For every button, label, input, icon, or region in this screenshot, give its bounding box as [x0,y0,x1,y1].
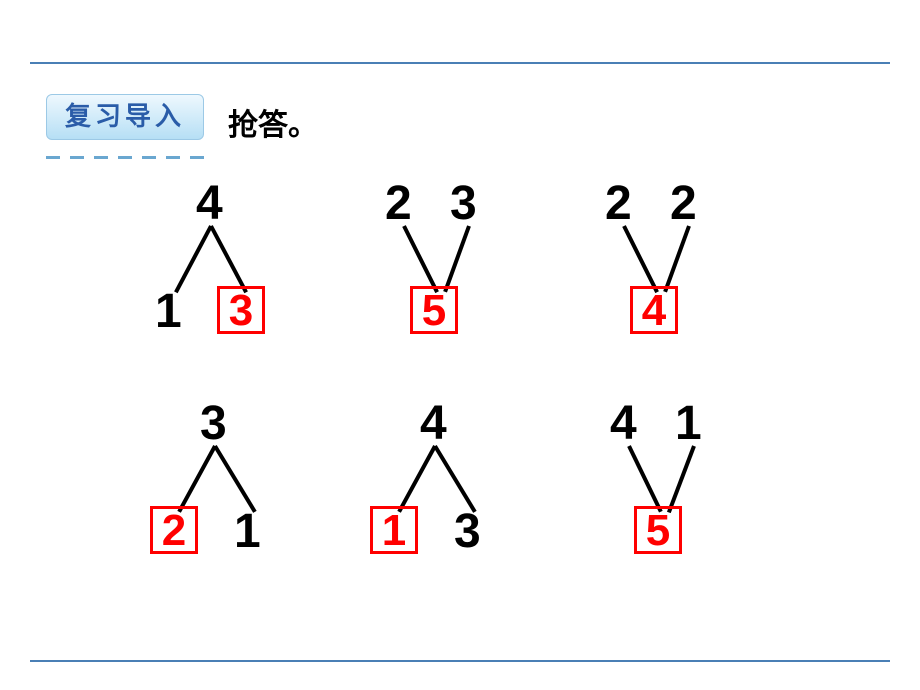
section-badge: 复习导入 [46,94,204,140]
p3-bottom-answer: 4 [630,286,678,334]
dash-segment [70,156,84,159]
dash-segment [190,156,204,159]
dash-segment [118,156,132,159]
p2-topright-digit: 3 [450,180,477,228]
p6-topright-digit: 1 [675,400,702,448]
p2-bottom-answer: 5 [410,286,458,334]
top-rule [30,62,890,64]
badge-underline-dashes [46,146,214,164]
p3-branch-right [663,225,691,292]
p1-top-digit: 4 [196,180,223,228]
p4-branch-right [213,445,256,513]
p5-branch-left [397,445,437,513]
p3-topleft-digit: 2 [605,180,632,228]
p6-branch-right [667,445,696,512]
p6-topleft-digit: 4 [610,400,637,448]
p1-left-digit: 1 [155,288,182,336]
p6-branch-left [627,445,663,513]
p2-topleft-digit: 2 [385,180,412,228]
p4-branch-left [177,445,217,513]
p3-topright-digit: 2 [670,180,697,228]
p5-left-answer: 1 [370,506,418,554]
dash-segment [142,156,156,159]
bottom-rule [30,660,890,662]
p2-branch-right [443,225,471,292]
p5-top-digit: 4 [420,400,447,448]
p4-right-digit: 1 [234,508,261,556]
p1-branch-right [209,225,248,293]
dash-segment [46,156,60,159]
p2-branch-left [402,225,439,293]
p1-branch-left [174,225,213,293]
dash-segment [166,156,180,159]
p4-top-digit: 3 [200,400,227,448]
p6-bottom-answer: 5 [634,506,682,554]
page-title: 抢答。 [228,100,318,144]
p1-right-answer: 3 [217,286,265,334]
p5-right-digit: 3 [454,508,481,556]
p3-branch-left [622,225,659,293]
p5-branch-right [433,445,476,513]
section-badge-text: 复习导入 [65,102,185,131]
p4-left-answer: 2 [150,506,198,554]
dash-segment [94,156,108,159]
